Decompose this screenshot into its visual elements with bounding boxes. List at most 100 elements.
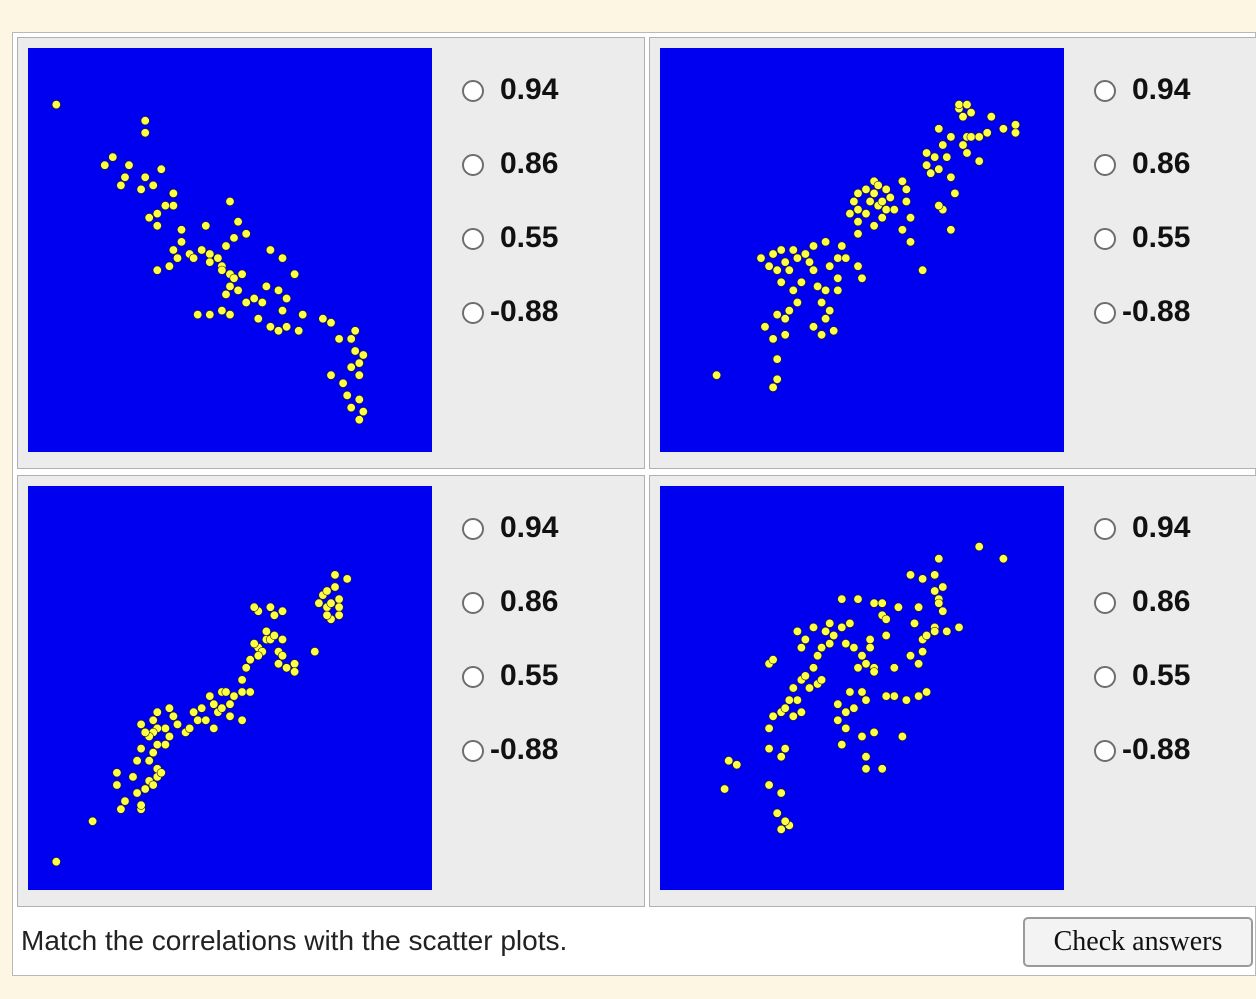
instructions-text: Match the correlations with the scatter …	[21, 925, 568, 956]
radio-button[interactable]	[462, 518, 484, 540]
radio-button[interactable]	[1094, 592, 1116, 614]
option-label: 0.86	[500, 147, 559, 180]
check-answers-button[interactable]: Check answers	[1023, 917, 1253, 967]
radio-button[interactable]	[462, 740, 484, 762]
radio-button[interactable]	[462, 666, 484, 688]
scatter-point	[237, 715, 247, 725]
scatter-point	[217, 265, 227, 275]
scatter-point	[278, 635, 288, 645]
option-0.94[interactable]: 0.94	[458, 56, 608, 130]
scatter-point	[805, 683, 815, 693]
scatter-point	[934, 201, 944, 211]
scatter-point	[152, 707, 162, 717]
scatter-point	[938, 140, 948, 150]
quiz-panel: 0.94 0.86 0.55 -0.88 0.94	[12, 32, 1256, 976]
scatter-plot	[28, 486, 432, 890]
scatter-point	[282, 294, 292, 304]
scatter-point	[998, 124, 1008, 134]
scatter-point	[853, 229, 863, 239]
option-neg-0.88[interactable]: -0.88	[458, 278, 608, 352]
option-neg-0.88[interactable]: -0.88	[1090, 716, 1240, 790]
scatter-point	[249, 639, 259, 649]
scatter-point	[338, 378, 348, 388]
scatter-point	[318, 314, 328, 324]
scatter-point	[237, 687, 247, 697]
scatter-point	[269, 631, 279, 641]
radio-button[interactable]	[462, 154, 484, 176]
scatter-point	[768, 249, 778, 259]
option-0.55[interactable]: 0.55	[1090, 642, 1240, 716]
scatter-point	[1010, 128, 1020, 138]
radio-button[interactable]	[1094, 666, 1116, 688]
radio-button[interactable]	[1094, 302, 1116, 324]
option-0.94[interactable]: 0.94	[458, 494, 608, 568]
option-label: 0.94	[1132, 511, 1191, 544]
scatter-point	[116, 804, 126, 814]
option-neg-0.88[interactable]: -0.88	[458, 716, 608, 790]
scatter-point	[958, 112, 968, 122]
scatter-point	[906, 237, 916, 247]
scatter-point	[849, 703, 859, 713]
scatter-point	[760, 322, 770, 332]
scatter-point	[221, 289, 231, 299]
scatter-point	[346, 334, 356, 344]
quiz-cell-2: 0.94 0.86 0.55 -0.88	[649, 37, 1256, 469]
radio-button[interactable]	[462, 302, 484, 324]
scatter-point	[934, 164, 944, 174]
scatter-point	[861, 695, 871, 705]
option-0.86[interactable]: 0.86	[1090, 130, 1240, 204]
option-0.94[interactable]: 0.94	[1090, 494, 1240, 568]
option-0.86[interactable]: 0.86	[458, 568, 608, 642]
scatter-point	[768, 334, 778, 344]
scatter-point	[326, 370, 336, 380]
option-0.55[interactable]: 0.55	[1090, 204, 1240, 278]
scatter-point	[788, 711, 798, 721]
scatter-point	[877, 197, 887, 207]
scatter-point	[1010, 120, 1020, 130]
scatter-point	[116, 180, 126, 190]
radio-button[interactable]	[1094, 228, 1116, 250]
scatter-point	[788, 245, 798, 255]
radio-button[interactable]	[462, 228, 484, 250]
scatter-point	[918, 574, 928, 584]
scatter-point	[901, 184, 911, 194]
scatter-point	[918, 265, 928, 275]
scatter-point	[140, 727, 150, 737]
scatter-point	[776, 824, 786, 834]
option-label: -0.88	[1122, 295, 1191, 328]
option-0.55[interactable]: 0.55	[458, 642, 608, 716]
scatter-point	[784, 306, 794, 316]
scatter-point	[817, 298, 827, 308]
radio-button[interactable]	[1094, 80, 1116, 102]
radio-button[interactable]	[1094, 740, 1116, 762]
scatter-point	[865, 635, 875, 645]
radio-button[interactable]	[462, 80, 484, 102]
option-0.55[interactable]: 0.55	[458, 204, 608, 278]
scatter-point	[358, 350, 368, 360]
scatter-point	[796, 643, 806, 653]
option-neg-0.88[interactable]: -0.88	[1090, 278, 1240, 352]
scatter-point	[712, 370, 722, 380]
scatter-point	[245, 687, 255, 697]
radio-button[interactable]	[1094, 154, 1116, 176]
scatter-point	[914, 659, 924, 669]
scatter-point	[197, 245, 207, 255]
scatter-point	[805, 257, 815, 267]
scatter-point	[833, 273, 843, 283]
scatter-point	[825, 306, 835, 316]
option-0.94[interactable]: 0.94	[1090, 56, 1240, 130]
option-0.86[interactable]: 0.86	[458, 130, 608, 204]
scatter-point	[817, 643, 827, 653]
scatter-point	[764, 723, 774, 733]
scatter-point	[885, 193, 895, 203]
scatter-point	[265, 322, 275, 332]
correlation-options: 0.94 0.86 0.55 -0.88	[1090, 56, 1240, 352]
scatter-point	[857, 273, 867, 283]
radio-button[interactable]	[462, 592, 484, 614]
scatter-point	[934, 598, 944, 608]
option-0.86[interactable]: 0.86	[1090, 568, 1240, 642]
scatter-point	[869, 727, 879, 737]
scatter-point	[966, 132, 976, 142]
radio-button[interactable]	[1094, 518, 1116, 540]
scatter-point	[906, 570, 916, 580]
